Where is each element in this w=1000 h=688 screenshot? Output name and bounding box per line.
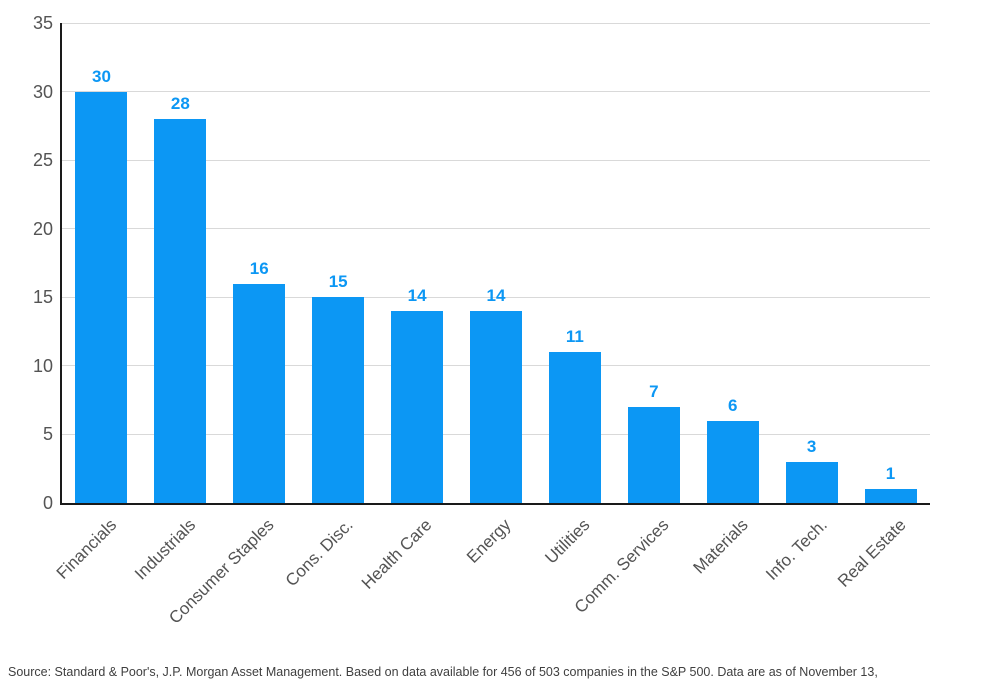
y-axis-tick-label: 30 bbox=[32, 81, 53, 102]
bar bbox=[470, 311, 522, 503]
gridline bbox=[62, 159, 930, 161]
bar bbox=[548, 352, 601, 503]
x-axis-category-label: Health Care bbox=[358, 515, 436, 593]
bar-value-label: 3 bbox=[806, 436, 817, 456]
y-axis-tick-label: 10 bbox=[32, 355, 53, 376]
bar-value-label: 14 bbox=[407, 286, 427, 305]
bar bbox=[785, 461, 838, 503]
y-axis-tick-label: 20 bbox=[32, 218, 53, 239]
gridline bbox=[62, 22, 930, 24]
bar-value-label: 11 bbox=[565, 327, 584, 347]
x-axis-category-label: Materials bbox=[689, 515, 752, 578]
source-note: Source: Standard & Poor's, J.P. Morgan A… bbox=[8, 665, 878, 679]
bar-value-label: 28 bbox=[170, 94, 190, 113]
x-axis-category-label: Financials bbox=[52, 515, 121, 583]
y-axis-line bbox=[60, 23, 62, 503]
bar bbox=[627, 407, 680, 503]
bar bbox=[154, 119, 207, 503]
bar bbox=[391, 311, 444, 503]
bar bbox=[233, 283, 286, 503]
x-axis-category-label: Real Estate bbox=[833, 515, 910, 591]
bar-value-label: 7 bbox=[649, 382, 659, 401]
x-axis-category-label: Utilities bbox=[541, 515, 594, 568]
y-axis-tick-label: 0 bbox=[42, 493, 53, 513]
bar-value-label: 14 bbox=[486, 286, 506, 305]
bar bbox=[706, 420, 759, 503]
bar-value-label: 30 bbox=[91, 66, 111, 86]
x-axis-category-label: Info. Tech. bbox=[761, 515, 831, 584]
y-axis-tick-label: 5 bbox=[42, 424, 53, 445]
y-axis-tick-label: 35 bbox=[32, 13, 53, 33]
bar bbox=[75, 91, 128, 503]
gridline bbox=[62, 91, 930, 93]
bar bbox=[312, 297, 365, 503]
bar-value-label: 6 bbox=[727, 395, 738, 415]
x-axis-category-label: Industrials bbox=[130, 515, 200, 584]
bar-value-label: 16 bbox=[249, 258, 269, 278]
bar bbox=[864, 489, 917, 503]
plot-area: 0 5 10 15 20 25 30 35 30 Financials 28 Industrials 1… bbox=[33, 14, 930, 628]
bar-value-label: 15 bbox=[328, 272, 348, 292]
gridline bbox=[62, 228, 930, 230]
x-axis-line bbox=[60, 503, 930, 505]
gridline bbox=[62, 296, 930, 298]
y-axis-tick-label: 15 bbox=[32, 287, 53, 308]
y-axis-tick-label: 25 bbox=[32, 150, 53, 171]
x-axis-category-label: Energy bbox=[463, 515, 515, 567]
bar-value-label: 1 bbox=[885, 464, 896, 484]
x-axis-category-label: Cons. Disc. bbox=[282, 515, 357, 591]
